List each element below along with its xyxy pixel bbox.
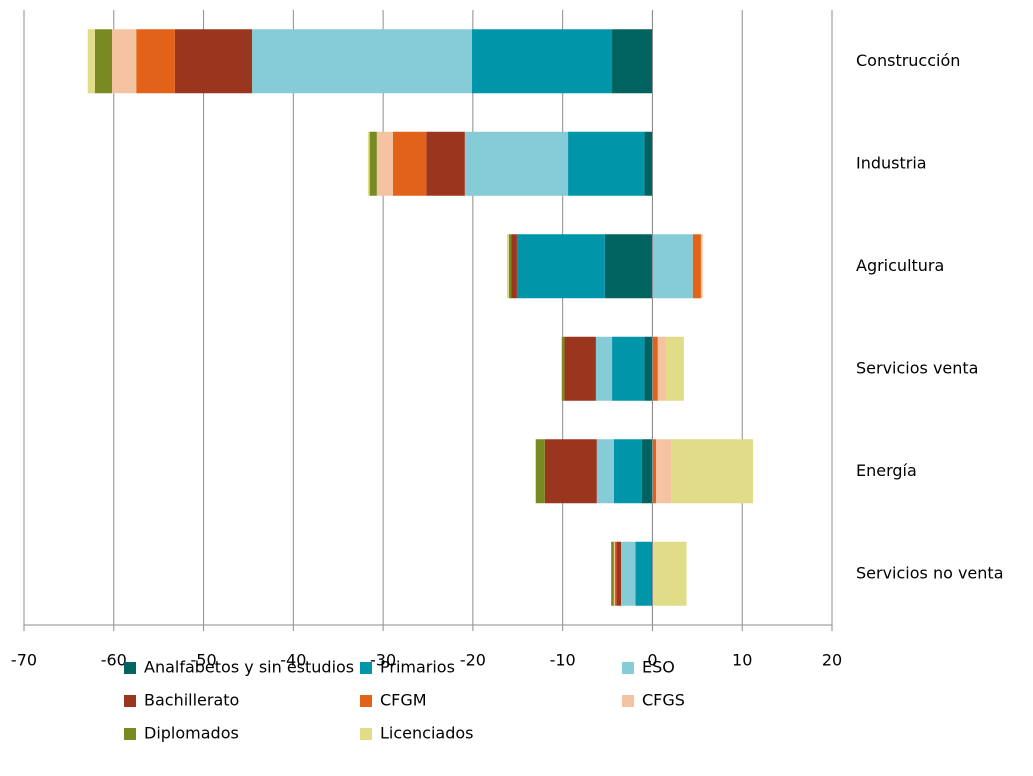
bar-segment [652,541,687,606]
bar-segment [367,131,370,196]
legend-label: Licenciados [380,724,473,743]
legend-label: CFGM [380,691,427,710]
legend-label: ESO [642,658,675,677]
bar-segment [174,29,253,94]
bar-segment [535,439,545,504]
legend-swatch [622,662,634,674]
x-tick-label: -10 [550,651,576,670]
legend-label: Analfabetos y sin estudios [144,658,354,677]
bar-segment [595,336,613,401]
legend-label: Primarios [380,658,455,677]
bar-segment [376,131,393,196]
bar-segment [507,234,509,299]
category-label: Energía [856,461,917,480]
legend-label: CFGS [642,691,685,710]
x-tick-label: -40 [280,651,306,670]
bar-segment [652,234,693,299]
bar-segment [656,439,672,504]
legend-swatch [360,695,372,707]
bar-segment [644,336,653,401]
bar-segment [511,234,517,299]
bar-segment [508,234,512,299]
legend-swatch [124,662,136,674]
bar-segment [516,234,605,299]
bar-segment [561,336,565,401]
category-label: Construcción [856,51,960,70]
legend-swatch [124,728,136,740]
bar-segment [612,29,653,94]
category-label: Agricultura [856,256,944,275]
x-tick-label: -70 [11,651,37,670]
bar-segment [613,541,615,606]
bar-segment [614,541,617,606]
legend-swatch [360,662,372,674]
bar-segment [252,29,472,94]
bar-segment [621,541,636,606]
bar-segment [641,439,653,504]
legend-swatch [360,728,372,740]
bar-segment [665,336,684,401]
bar-segment [564,336,596,401]
legend-label: Diplomados [144,724,239,743]
category-label: Industria [856,153,927,172]
bar-segment [471,29,613,94]
bar-segment [652,439,657,504]
bar-segment [369,131,377,196]
bar-segment [87,29,95,94]
bar-segment [544,439,597,504]
bar-segment [644,131,653,196]
bar-segment [692,234,701,299]
x-tick-label: -60 [101,651,127,670]
x-tick-label: -30 [370,651,396,670]
bar-segment [136,29,175,94]
legend-swatch [622,695,634,707]
bar-segment [111,29,137,94]
bar-segment [426,131,465,196]
bar-segment [652,336,658,401]
x-tick-label: -50 [190,651,216,670]
category-label: Servicios venta [856,358,978,377]
x-tick-label: 10 [732,651,752,670]
bar-segment [94,29,112,94]
category-label: Servicios no venta [856,563,1004,582]
bar-segment [604,234,653,299]
x-tick-label: 0 [647,651,657,670]
bar-segment [611,541,614,606]
bar-segment [392,131,427,196]
x-tick-label: 20 [822,651,842,670]
legend-swatch [124,695,136,707]
bar-segment [700,234,703,299]
bar-segment [657,336,666,401]
bar-segment [612,336,645,401]
bar-segment [464,131,569,196]
x-tick-label: -20 [460,651,486,670]
bar-segment [671,439,753,504]
bar-segment [568,131,645,196]
bar-segment [613,439,642,504]
bar-segment [596,439,614,504]
bar-segment [635,541,652,606]
bar-segment [616,541,622,606]
legend-label: Bachillerato [144,691,239,710]
